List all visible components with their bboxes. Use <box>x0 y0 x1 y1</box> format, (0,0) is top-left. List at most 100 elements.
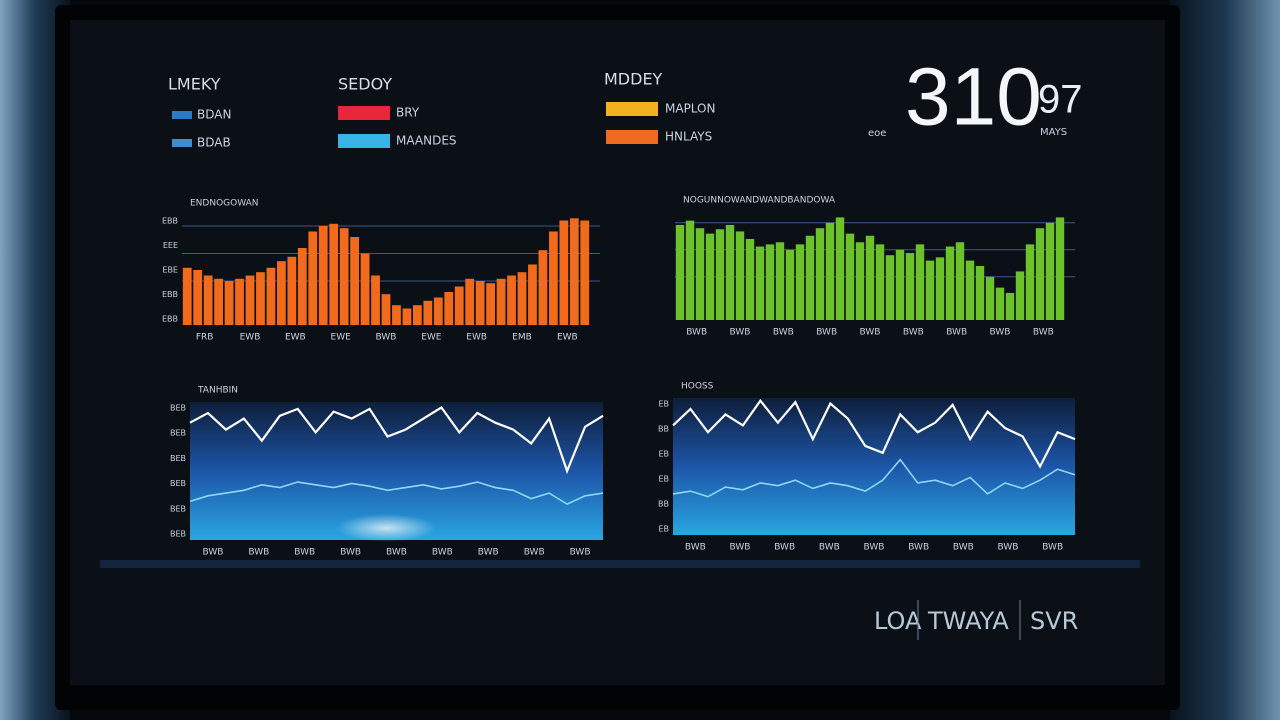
bar <box>935 257 945 320</box>
x-tick-label: BWB <box>816 328 837 338</box>
y-tick-label: EBB <box>162 290 178 299</box>
bar <box>805 235 815 320</box>
legend-swatch <box>172 139 192 147</box>
bar <box>965 260 975 320</box>
bar <box>517 272 527 325</box>
x-tick-label: EWE <box>331 333 352 343</box>
bar <box>995 287 1005 320</box>
x-tick-label: EWB <box>466 333 487 343</box>
x-tick-label: BWB <box>340 548 361 558</box>
legend-swatch <box>338 134 390 148</box>
x-tick-label: EWE <box>421 333 442 343</box>
x-tick-label: BWB <box>524 548 545 558</box>
bar <box>815 228 825 320</box>
legend-swatch <box>172 111 192 119</box>
legend-swatch <box>338 106 390 120</box>
big-number-right-label: MAYS <box>1040 127 1067 138</box>
bar <box>685 220 695 320</box>
bar <box>214 278 224 325</box>
bar <box>735 231 745 320</box>
y-tick-label: EB <box>658 450 669 459</box>
bar <box>256 272 265 325</box>
bar <box>845 233 855 320</box>
legend-group-title: SEDOY <box>338 75 392 94</box>
bar <box>825 222 835 320</box>
bar <box>235 278 244 325</box>
bar <box>765 244 775 320</box>
bar <box>875 244 885 320</box>
bar <box>775 242 785 320</box>
x-tick-label: BWB <box>908 543 929 553</box>
bar <box>360 253 370 325</box>
bar <box>885 255 895 320</box>
x-tick-label: BWB <box>1042 543 1063 553</box>
bar <box>715 229 725 320</box>
bar <box>297 248 307 325</box>
x-tick-label: BWB <box>903 328 924 338</box>
legend-label: MAANDES <box>396 134 457 148</box>
x-tick-label: BWB <box>730 328 751 338</box>
legend-label: BRY <box>396 106 420 120</box>
x-tick-label: BWB <box>953 543 974 553</box>
bar <box>402 308 412 325</box>
x-tick-label: BWB <box>478 548 499 558</box>
bar <box>725 224 735 320</box>
bar <box>955 242 965 320</box>
big-number: 310 <box>905 52 1042 143</box>
bar <box>945 246 955 320</box>
y-tick-label: EB <box>658 400 669 409</box>
y-tick-label: BEB <box>170 429 186 438</box>
bar <box>785 249 795 320</box>
bar <box>795 244 805 320</box>
bar <box>203 275 213 325</box>
legend-swatch <box>606 130 658 144</box>
y-tick-label: BEB <box>170 479 186 488</box>
bar <box>193 270 203 325</box>
legend-group-title: MDDEY <box>604 70 663 89</box>
bar <box>433 297 443 325</box>
x-tick-label: EMB <box>512 333 532 343</box>
x-tick-label: EWB <box>557 333 578 343</box>
bar <box>287 256 297 325</box>
x-tick-label: BWB <box>685 543 706 553</box>
bar <box>855 242 865 320</box>
plot-background <box>673 398 1075 535</box>
y-tick-label: EBB <box>162 217 178 226</box>
server-rack-right <box>1170 0 1280 720</box>
y-tick-label: EBB <box>162 315 178 324</box>
bar <box>695 228 705 320</box>
x-tick-label: BWB <box>819 543 840 553</box>
bar <box>371 275 380 325</box>
x-tick-label: BWB <box>376 333 397 343</box>
bar <box>755 246 765 320</box>
x-tick-label: BWB <box>386 548 407 558</box>
x-tick-label: BWB <box>1033 328 1054 338</box>
footer-label: LOA <box>874 607 922 635</box>
bar <box>318 226 328 325</box>
bar <box>1015 271 1025 320</box>
x-tick-label: BWB <box>294 548 315 558</box>
bar <box>538 250 548 325</box>
bar <box>559 220 569 325</box>
y-tick-label: EEE <box>163 241 178 250</box>
bar <box>915 244 925 320</box>
bar <box>224 281 234 325</box>
bar <box>465 278 475 325</box>
y-tick-label: BB <box>658 500 669 509</box>
bar <box>580 220 590 325</box>
bar <box>705 233 715 320</box>
x-tick-label: BWB <box>730 543 751 553</box>
bar <box>339 228 349 325</box>
bar <box>423 300 433 325</box>
bar <box>507 275 516 325</box>
chart-title: TANHBIN <box>197 386 238 396</box>
legend-label: BDAN <box>197 108 231 122</box>
bar <box>528 264 537 325</box>
bar <box>675 224 685 320</box>
y-tick-label: EB <box>658 475 669 484</box>
bar <box>1035 228 1045 320</box>
bar <box>1005 293 1015 320</box>
legend-group-title: LMEKY <box>168 75 221 94</box>
chart-title: HOOSS <box>681 382 714 392</box>
